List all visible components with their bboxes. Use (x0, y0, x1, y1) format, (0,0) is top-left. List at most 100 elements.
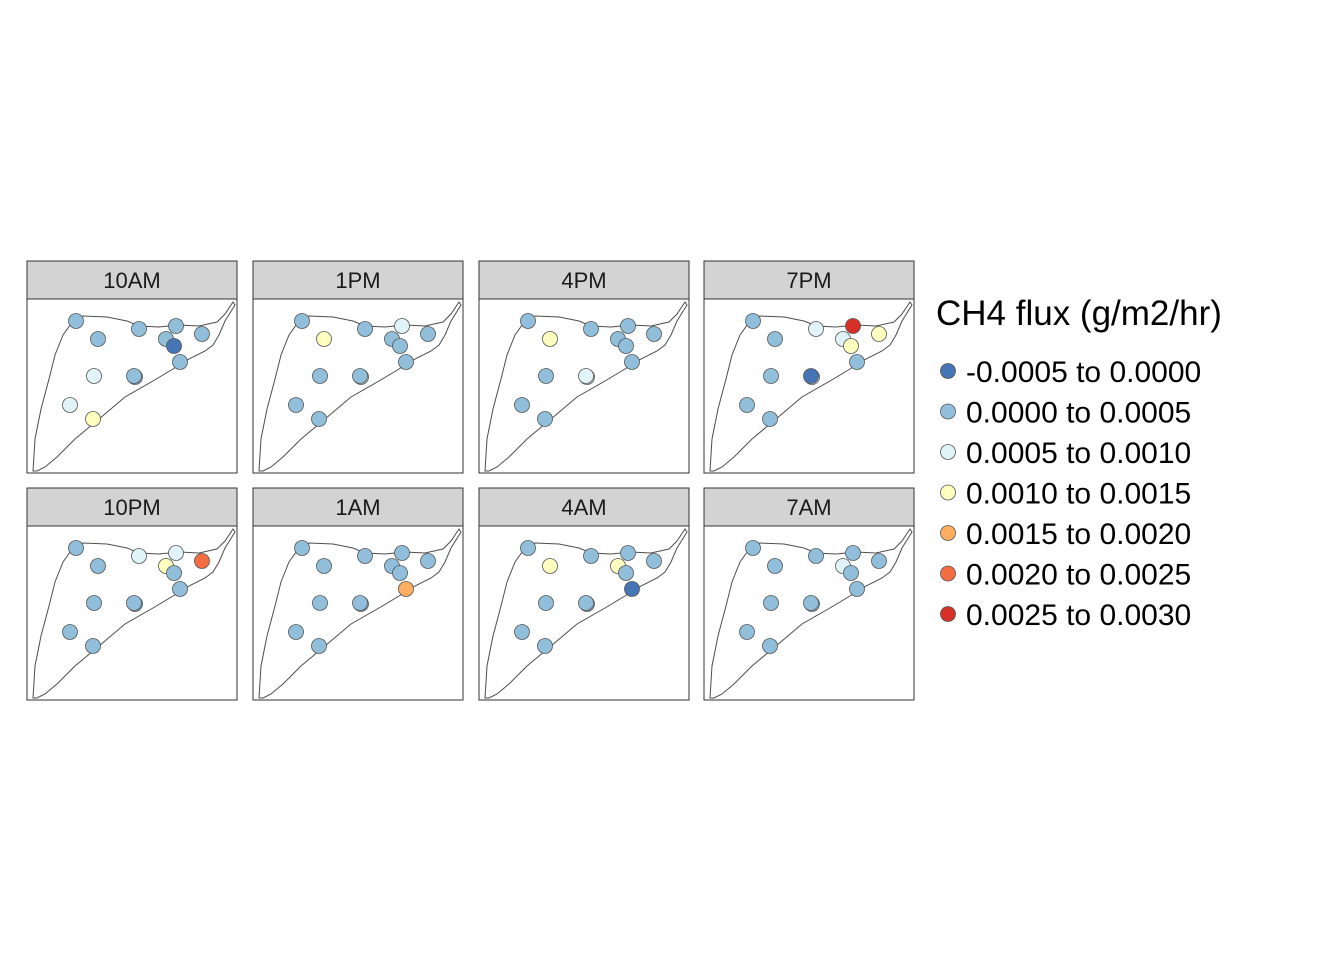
station-marker (392, 565, 408, 581)
legend-key (940, 606, 956, 622)
station-marker (763, 368, 779, 384)
lake-outline (258, 528, 462, 699)
panel-strip (703, 260, 915, 300)
station-marker (194, 553, 210, 569)
facet-panel: 1AM (252, 487, 464, 701)
station-marker (68, 313, 84, 329)
station-marker (398, 581, 414, 597)
station-marker (739, 397, 755, 413)
panel-label: 7PM (786, 268, 831, 293)
panel-map-frame (26, 298, 238, 474)
panel-label: 1PM (335, 268, 380, 293)
station-marker (357, 321, 373, 337)
station-marker (166, 565, 182, 581)
legend-label: 0.0000 to 0.0005 (966, 397, 1191, 430)
panel-strip (478, 260, 690, 300)
station-marker (394, 318, 410, 334)
station-marker (90, 331, 106, 347)
station-marker (394, 545, 410, 561)
station-marker (514, 397, 530, 413)
legend-key (940, 525, 956, 541)
facet-panel: 10PM (26, 487, 238, 701)
panel-map-frame (252, 525, 464, 701)
station-marker (845, 545, 861, 561)
panel-map-frame (703, 298, 915, 474)
lake-outline (709, 301, 913, 472)
facet-panel: 4AM (478, 487, 690, 701)
station-marker (520, 540, 536, 556)
facet-panel: 4PM (478, 260, 690, 474)
station-marker (537, 638, 553, 654)
panel-map-frame (252, 298, 464, 474)
station-marker (85, 411, 101, 427)
legend-key (940, 444, 956, 460)
station-marker (767, 331, 783, 347)
station-marker (843, 565, 859, 581)
station-marker (849, 354, 865, 370)
station-marker (843, 338, 859, 354)
panel-strip (252, 260, 464, 300)
legend-label: -0.0005 to 0.0000 (966, 356, 1201, 389)
station-marker (646, 553, 662, 569)
station-marker (288, 624, 304, 640)
panel-map-frame (478, 525, 690, 701)
station-marker (803, 368, 819, 384)
station-marker (871, 553, 887, 569)
station-marker (90, 558, 106, 574)
station-marker (194, 326, 210, 342)
panel-map-frame (703, 525, 915, 701)
station-marker (578, 595, 594, 611)
panel-strip (252, 487, 464, 527)
panel-label: 1AM (335, 495, 380, 520)
station-marker (294, 540, 310, 556)
station-marker (68, 540, 84, 556)
lake-outline (32, 528, 236, 699)
legend-label: 0.0010 to 0.0015 (966, 478, 1191, 511)
lake-outline (32, 301, 236, 472)
station-marker (131, 321, 147, 337)
lake-outline (484, 528, 688, 699)
station-marker (62, 624, 78, 640)
station-marker (583, 321, 599, 337)
panel-strip (26, 260, 238, 300)
station-marker (537, 411, 553, 427)
station-marker (538, 595, 554, 611)
legend-key (940, 403, 956, 420)
lake-outline (258, 301, 462, 472)
panel-strip (26, 487, 238, 527)
station-marker (168, 318, 184, 334)
station-marker (620, 545, 636, 561)
station-marker (871, 326, 887, 342)
station-marker (620, 318, 636, 334)
facet-panel: 7PM (703, 260, 915, 474)
station-marker (767, 558, 783, 574)
station-marker (542, 331, 558, 347)
panel-label: 4AM (561, 495, 606, 520)
legend: CH4 flux (g/m2/hr) -0.0005 to 0.0000 0.00… (936, 294, 1222, 632)
station-marker (514, 624, 530, 640)
panel-map-frame (26, 525, 238, 701)
station-marker (352, 595, 368, 611)
station-marker (420, 326, 436, 342)
station-marker (86, 368, 102, 384)
station-marker (845, 318, 861, 334)
station-marker (294, 313, 310, 329)
station-marker (763, 595, 779, 611)
station-marker (86, 595, 102, 611)
station-marker (618, 565, 634, 581)
station-marker (312, 595, 328, 611)
station-marker (85, 638, 101, 654)
panel-label: 7AM (786, 495, 831, 520)
station-marker (168, 545, 184, 561)
station-marker (578, 368, 594, 384)
legend-label: 0.0015 to 0.0020 (966, 518, 1191, 551)
station-marker (172, 581, 188, 597)
station-marker (762, 638, 778, 654)
legend-label: 0.0005 to 0.0010 (966, 437, 1191, 470)
facet-panel: 7AM (703, 487, 915, 701)
station-marker (538, 368, 554, 384)
station-marker (739, 624, 755, 640)
station-marker (288, 397, 304, 413)
legend-key (940, 565, 956, 582)
